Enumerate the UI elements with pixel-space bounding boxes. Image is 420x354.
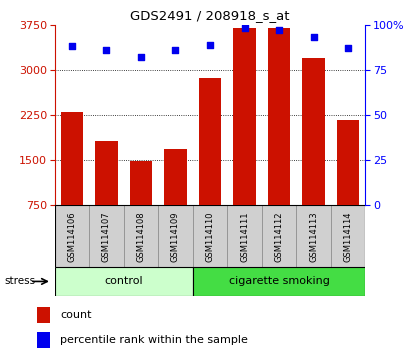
Point bbox=[345, 45, 352, 51]
Bar bbox=[193, 205, 227, 267]
Bar bbox=[123, 205, 158, 267]
Bar bbox=[302, 58, 325, 205]
Bar bbox=[331, 205, 365, 267]
Point bbox=[310, 35, 317, 40]
Bar bbox=[164, 149, 186, 205]
Text: cigarette smoking: cigarette smoking bbox=[228, 276, 330, 286]
Bar bbox=[268, 28, 290, 205]
Text: GSM114113: GSM114113 bbox=[309, 211, 318, 262]
Point bbox=[68, 44, 75, 49]
Bar bbox=[199, 78, 221, 205]
Text: GSM114111: GSM114111 bbox=[240, 211, 249, 262]
Point bbox=[138, 55, 144, 60]
Text: percentile rank within the sample: percentile rank within the sample bbox=[60, 335, 248, 345]
Bar bbox=[37, 307, 50, 323]
Bar bbox=[193, 267, 365, 296]
Bar bbox=[37, 332, 50, 348]
Text: control: control bbox=[104, 276, 143, 286]
Bar bbox=[158, 205, 193, 267]
Text: stress: stress bbox=[4, 276, 35, 286]
Text: GSM114107: GSM114107 bbox=[102, 211, 111, 262]
Text: GDS2491 / 208918_s_at: GDS2491 / 208918_s_at bbox=[130, 9, 290, 22]
Text: GSM114109: GSM114109 bbox=[171, 211, 180, 262]
Bar bbox=[89, 205, 123, 267]
Bar bbox=[227, 205, 262, 267]
Point bbox=[207, 42, 213, 47]
Text: GSM114112: GSM114112 bbox=[275, 211, 284, 262]
Point bbox=[276, 27, 282, 33]
Text: GSM114114: GSM114114 bbox=[344, 211, 353, 262]
Bar bbox=[55, 205, 89, 267]
Text: GSM114108: GSM114108 bbox=[136, 211, 145, 262]
Bar bbox=[233, 28, 256, 205]
Bar bbox=[297, 205, 331, 267]
Text: GSM114106: GSM114106 bbox=[67, 211, 76, 262]
Bar bbox=[337, 120, 360, 205]
Text: count: count bbox=[60, 310, 92, 320]
Bar bbox=[130, 161, 152, 205]
Bar bbox=[95, 141, 118, 205]
Bar bbox=[55, 267, 193, 296]
Point bbox=[241, 25, 248, 31]
Text: GSM114110: GSM114110 bbox=[205, 211, 215, 262]
Bar bbox=[60, 112, 83, 205]
Point bbox=[103, 47, 110, 53]
Bar bbox=[262, 205, 297, 267]
Point bbox=[172, 47, 179, 53]
